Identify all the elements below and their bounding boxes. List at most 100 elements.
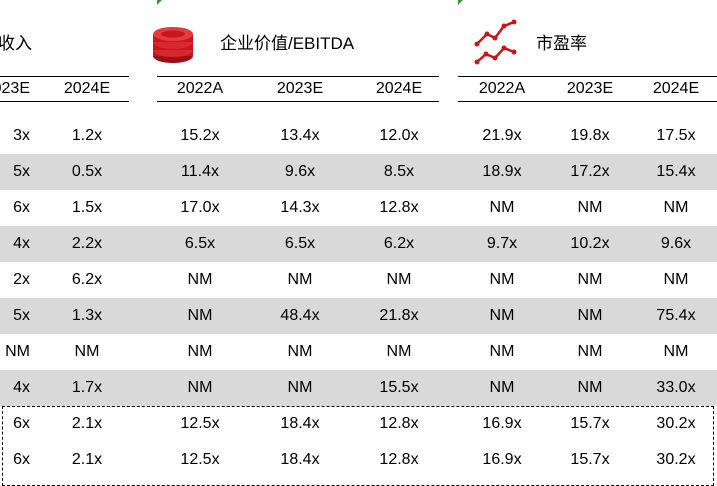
cell-rev-2024e: 1.7x	[71, 379, 103, 396]
cell-pe-2022a: NM	[489, 199, 515, 216]
cell-pe-2023e: 17.2x	[570, 163, 610, 180]
table-row: 6x 2.1x 12.5x 18.4x 12.8x 16.9x 15.7x 30.2x	[0, 406, 717, 442]
cell-pe-2024e: NM	[663, 199, 689, 216]
coin-stack-icon	[153, 27, 193, 63]
cell-rev-2023e: 4x	[13, 379, 30, 396]
cell-rev-2023e: 3x	[13, 127, 30, 144]
cell-rev-2023e: 4x	[13, 235, 30, 252]
cell-pe-2022a: NM	[489, 307, 515, 324]
header-ev-2024e: 2024E	[375, 80, 423, 97]
cell-pe-2024e: 30.2x	[656, 415, 696, 432]
cell-rev-2023e: 6x	[13, 415, 30, 432]
cell-ev-2022a: NM	[187, 307, 213, 324]
cell-rev-2024e: 1.5x	[71, 199, 103, 216]
cell-ev-2024e: 12.8x	[379, 451, 419, 468]
table-row: 5x 1.3x NM 48.4x 21.8x NM NM 75.4x	[0, 298, 717, 334]
header-rule	[157, 101, 439, 102]
cell-ev-2023e: 6.5x	[284, 235, 316, 252]
cell-pe-2023e: 19.8x	[570, 127, 610, 144]
cell-rev-2024e: NM	[74, 343, 100, 360]
cell-pe-2022a: 16.9x	[482, 451, 522, 468]
cell-ev-2023e: 18.4x	[280, 451, 320, 468]
table-row: NM NM NM NM NM NM NM NM	[0, 334, 717, 370]
cell-pe-2024e: 75.4x	[656, 307, 696, 324]
cell-pe-2022a: 21.9x	[482, 127, 522, 144]
cell-ev-2022a: 17.0x	[180, 199, 220, 216]
cell-ev-2024e: 15.5x	[379, 379, 419, 396]
cell-ev-2022a: 15.2x	[180, 127, 220, 144]
ev-ebitda-section-title: 企业价值/EBITDA	[220, 34, 355, 53]
cell-ev-2024e: 12.8x	[379, 199, 419, 216]
corner-mark	[157, 0, 162, 5]
cell-ev-2024e: 21.8x	[379, 307, 419, 324]
cell-pe-2023e: NM	[577, 343, 603, 360]
table-row: 2x 6.2x NM NM NM NM NM NM	[0, 262, 717, 298]
cell-ev-2024e: 12.0x	[379, 127, 419, 144]
title-rule	[0, 76, 129, 77]
cell-ev-2023e: 48.4x	[280, 307, 320, 324]
table-row: 4x 2.2x 6.5x 6.5x 6.2x 9.7x 10.2x 9.6x	[0, 226, 717, 262]
cell-ev-2022a: 12.5x	[180, 451, 220, 468]
cell-ev-2023e: 18.4x	[280, 415, 320, 432]
cell-pe-2024e: NM	[663, 343, 689, 360]
cell-rev-2024e: 2.1x	[71, 415, 103, 432]
cell-pe-2023e: 10.2x	[570, 235, 610, 252]
corner-mark	[458, 0, 463, 5]
table-row: 6x 1.5x 17.0x 14.3x 12.8x NM NM NM	[0, 190, 717, 226]
cell-ev-2022a: 12.5x	[180, 415, 220, 432]
cell-rev-2023e: 6x	[13, 199, 30, 216]
table-row: 3x 1.2x 15.2x 13.4x 12.0x 21.9x 19.8x 17.5x	[0, 118, 717, 154]
cell-rev-2024e: 2.1x	[71, 451, 103, 468]
line-chart-icon	[474, 19, 517, 65]
cell-pe-2023e: NM	[577, 379, 603, 396]
table-row: 5x 0.5x 11.4x 9.6x 8.5x 18.9x 17.2x 15.4x	[0, 154, 717, 190]
cell-pe-2024e: 9.6x	[660, 235, 692, 252]
cell-pe-2023e: NM	[577, 199, 603, 216]
cell-pe-2022a: NM	[489, 379, 515, 396]
cell-rev-2024e: 2.2x	[71, 235, 103, 252]
cell-pe-2024e: 15.4x	[656, 163, 696, 180]
cell-pe-2022a: 16.9x	[482, 415, 522, 432]
highlight-box	[2, 406, 714, 486]
cell-pe-2022a: 9.7x	[486, 235, 518, 252]
cell-ev-2024e: NM	[386, 271, 412, 288]
cell-ev-2022a: NM	[187, 379, 213, 396]
cell-ev-2023e: NM	[287, 379, 313, 396]
header-rule	[458, 101, 717, 102]
cell-rev-2024e: 0.5x	[71, 163, 103, 180]
cell-ev-2023e: NM	[287, 271, 313, 288]
cell-pe-2022a: 18.9x	[482, 163, 522, 180]
cell-pe-2022a: NM	[489, 271, 515, 288]
cell-rev-2024e: 1.3x	[71, 307, 103, 324]
cell-rev-2024e: 6.2x	[71, 271, 103, 288]
cell-rev-2024e: 1.2x	[71, 127, 103, 144]
cell-ev-2023e: 9.6x	[284, 163, 316, 180]
cell-ev-2022a: NM	[187, 343, 213, 360]
cell-ev-2022a: NM	[187, 271, 213, 288]
header-pe-2023e: 2023E	[566, 80, 614, 97]
cell-pe-2024e: 30.2x	[656, 451, 696, 468]
revenue-section-title: 收入	[0, 34, 32, 53]
cell-ev-2022a: 6.5x	[184, 235, 216, 252]
title-rule	[458, 76, 717, 77]
cell-rev-2023e: 5x	[13, 307, 30, 324]
cell-rev-2023e: 2x	[13, 271, 30, 288]
header-rule	[0, 101, 129, 102]
cell-rev-2023e: 5x	[13, 163, 30, 180]
table-row: 4x 1.7x NM NM 15.5x NM NM 33.0x	[0, 370, 717, 406]
cell-pe-2022a: NM	[489, 343, 515, 360]
cell-pe-2023e: 15.7x	[570, 451, 610, 468]
cell-ev-2023e: NM	[287, 343, 313, 360]
cell-rev-2023e: 6x	[13, 451, 30, 468]
cell-pe-2023e: NM	[577, 271, 603, 288]
cell-ev-2023e: 13.4x	[280, 127, 320, 144]
cell-pe-2024e: 17.5x	[656, 127, 696, 144]
cell-ev-2022a: 11.4x	[181, 163, 219, 180]
cell-ev-2023e: 14.3x	[280, 199, 320, 216]
cell-pe-2023e: 15.7x	[570, 415, 610, 432]
cell-ev-2024e: 6.2x	[383, 235, 415, 252]
header-rev-2023e: 023E	[0, 80, 30, 97]
cell-ev-2024e: 12.8x	[379, 415, 419, 432]
header-pe-2022a: 2022A	[478, 80, 526, 97]
header-pe-2024e: 2024E	[652, 80, 700, 97]
